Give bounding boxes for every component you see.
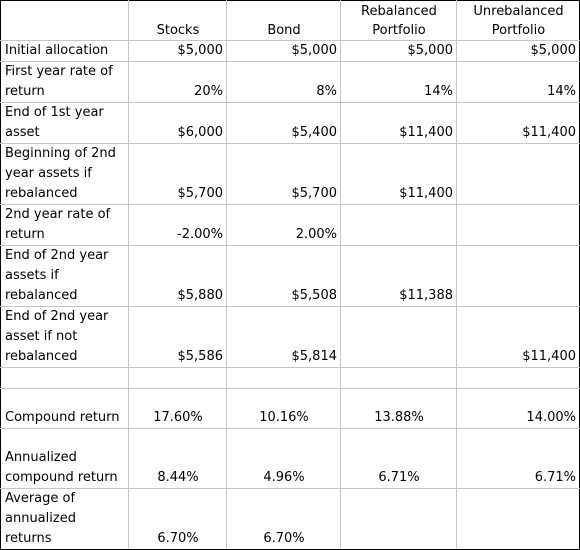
row-label-cell[interactable]: Annualized compound return: [0, 428, 129, 489]
bond-cell[interactable]: $5,814: [226, 306, 341, 368]
rebalanced-cell[interactable]: 13.88%: [340, 388, 457, 429]
bond-cell[interactable]: $5,700: [226, 143, 341, 205]
bond-cell[interactable]: 8%: [226, 61, 341, 103]
header-rebalanced-line2: Portfolio: [372, 23, 426, 38]
header-unrebalanced-line1: Unrebalanced: [473, 4, 564, 19]
unrebalanced-cell[interactable]: 14.00%: [456, 388, 580, 429]
unrebalanced-cell[interactable]: $5,000: [456, 40, 580, 62]
bond-cell[interactable]: [226, 367, 341, 389]
rebalanced-cell[interactable]: $11,400: [340, 143, 457, 205]
table-row: First year rate of return 20% 8% 14% 14%: [0, 61, 580, 103]
rebalanced-cell[interactable]: $11,388: [340, 245, 457, 307]
rebalanced-cell[interactable]: 14%: [340, 61, 457, 103]
stocks-cell[interactable]: 20%: [128, 61, 227, 103]
row-label-cell[interactable]: Initial allocation: [0, 40, 129, 62]
header-bond-label: Bond: [267, 23, 301, 38]
table-row: [0, 367, 580, 389]
row-label-cell[interactable]: End of 1st year asset: [0, 102, 129, 144]
header-unrebalanced-line2: Portfolio: [491, 23, 546, 38]
row-label-cell[interactable]: 2nd year rate of return: [0, 204, 129, 246]
stocks-cell[interactable]: $5,880: [128, 245, 227, 307]
table-row: 2nd year rate of return -2.00% 2.00%: [0, 204, 580, 246]
header-rebalanced-line1: Rebalanced: [361, 4, 437, 19]
header-corner-cell[interactable]: [0, 0, 129, 41]
table-row: Beginning of 2nd year assets if rebalanc…: [0, 143, 580, 205]
table-row: Average of annualized returns 6.70% 6.70…: [0, 488, 580, 550]
bond-cell[interactable]: 10.16%: [226, 388, 341, 429]
unrebalanced-cell[interactable]: 14%: [456, 61, 580, 103]
row-label-cell[interactable]: Compound return: [0, 388, 129, 429]
bond-cell[interactable]: $5,400: [226, 102, 341, 144]
rebalanced-cell[interactable]: [340, 367, 457, 389]
row-label-cell[interactable]: [0, 367, 129, 389]
row-label-cell[interactable]: End of 2nd year assets if rebalanced: [0, 245, 129, 307]
table-row: End of 2nd year assets if rebalanced $5,…: [0, 245, 580, 307]
header-stocks[interactable]: Stocks: [128, 0, 227, 41]
bond-cell[interactable]: 2.00%: [226, 204, 341, 246]
header-row: Stocks Bond Rebalanced Portfolio Unrebal…: [0, 0, 580, 41]
bond-cell[interactable]: 6.70%: [226, 488, 341, 550]
unrebalanced-cell[interactable]: 6.71%: [456, 428, 580, 489]
unrebalanced-cell[interactable]: [456, 143, 580, 205]
rebalanced-cell[interactable]: [340, 204, 457, 246]
unrebalanced-cell[interactable]: [456, 488, 580, 550]
rebalanced-cell[interactable]: 6.71%: [340, 428, 457, 489]
stocks-cell[interactable]: $6,000: [128, 102, 227, 144]
table-row: Initial allocation $5,000 $5,000 $5,000 …: [0, 40, 580, 62]
table-row: Compound return 17.60% 10.16% 13.88% 14.…: [0, 388, 580, 429]
unrebalanced-cell[interactable]: [456, 245, 580, 307]
row-label-cell[interactable]: Average of annualized returns: [0, 488, 129, 550]
stocks-cell[interactable]: -2.00%: [128, 204, 227, 246]
rebalanced-cell[interactable]: [340, 306, 457, 368]
table-row: Annualized compound return 8.44% 4.96% 6…: [0, 428, 580, 489]
rebalanced-cell[interactable]: $11,400: [340, 102, 457, 144]
stocks-cell[interactable]: $5,586: [128, 306, 227, 368]
rebalanced-cell[interactable]: $5,000: [340, 40, 457, 62]
table-row: End of 1st year asset $6,000 $5,400 $11,…: [0, 102, 580, 144]
header-bond[interactable]: Bond: [226, 0, 341, 41]
unrebalanced-cell[interactable]: $11,400: [456, 102, 580, 144]
header-rebalanced-portfolio[interactable]: Rebalanced Portfolio: [340, 0, 457, 41]
bond-cell[interactable]: $5,000: [226, 40, 341, 62]
table-row: End of 2nd year asset if not rebalanced …: [0, 306, 580, 368]
stocks-cell[interactable]: 17.60%: [128, 388, 227, 429]
stocks-cell[interactable]: $5,000: [128, 40, 227, 62]
stocks-cell[interactable]: $5,700: [128, 143, 227, 205]
header-stocks-label: Stocks: [156, 23, 200, 38]
unrebalanced-cell[interactable]: $11,400: [456, 306, 580, 368]
rebalanced-cell[interactable]: [340, 488, 457, 550]
bond-cell[interactable]: 4.96%: [226, 428, 341, 489]
unrebalanced-cell[interactable]: [456, 367, 580, 389]
header-unrebalanced-portfolio[interactable]: Unrebalanced Portfolio: [456, 0, 580, 41]
unrebalanced-cell[interactable]: [456, 204, 580, 246]
row-label-cell[interactable]: Beginning of 2nd year assets if rebalanc…: [0, 143, 129, 205]
bond-cell[interactable]: $5,508: [226, 245, 341, 307]
stocks-cell[interactable]: 6.70%: [128, 488, 227, 550]
stocks-cell[interactable]: 8.44%: [128, 428, 227, 489]
row-label-cell[interactable]: First year rate of return: [0, 61, 129, 103]
row-label-cell[interactable]: End of 2nd year asset if not rebalanced: [0, 306, 129, 368]
stocks-cell[interactable]: [128, 367, 227, 389]
